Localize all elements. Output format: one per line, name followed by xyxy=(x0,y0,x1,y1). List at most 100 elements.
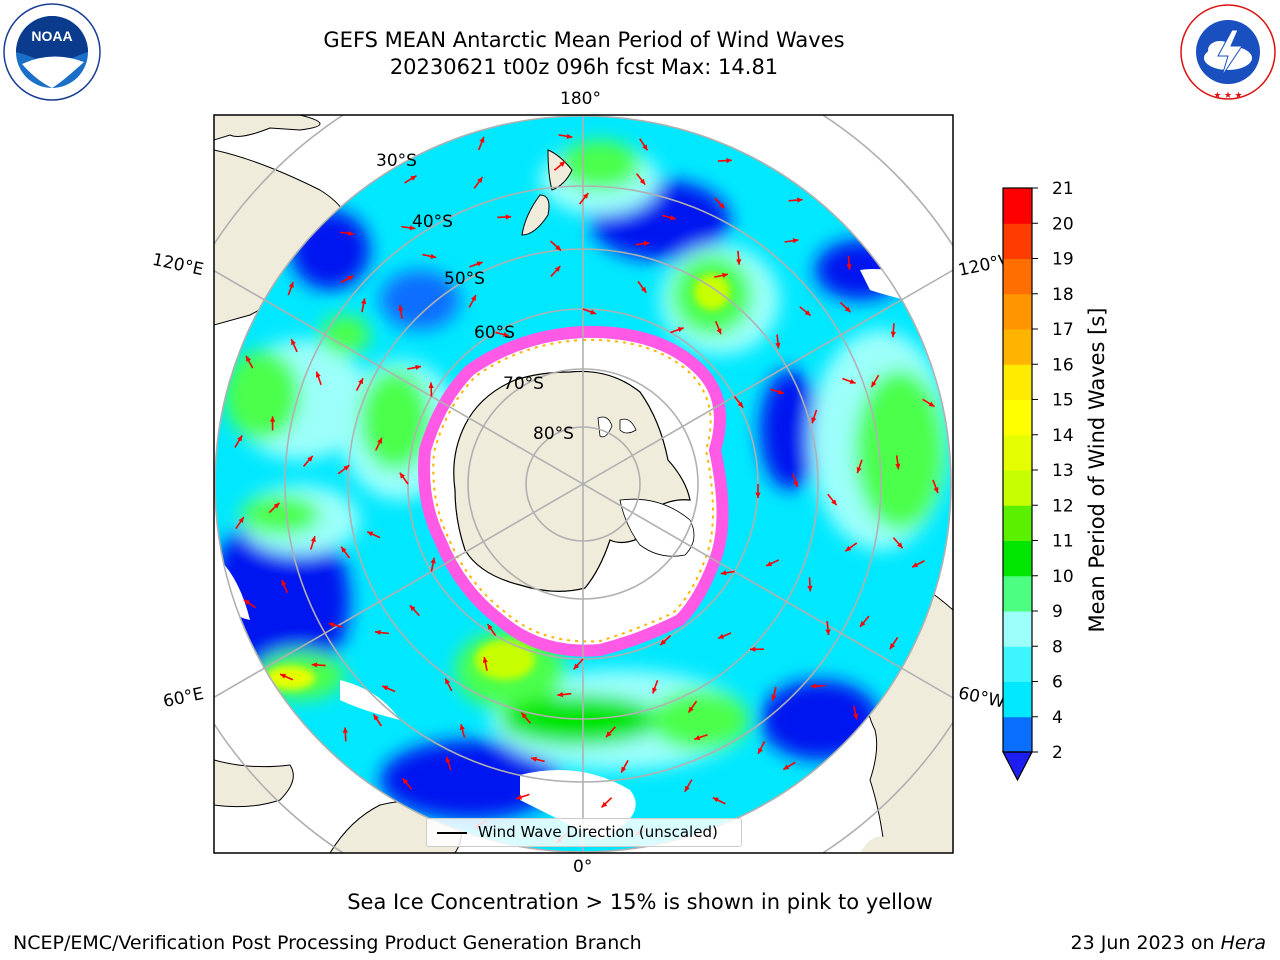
colorbar-swatch xyxy=(1003,681,1032,718)
colorbar-tick-label: 21 xyxy=(1052,179,1074,199)
wind-wave-arrow xyxy=(315,371,322,386)
wind-wave-arrow xyxy=(235,516,245,530)
wind-wave-arrow xyxy=(281,579,289,594)
lon-label-180: 180° xyxy=(560,89,601,109)
wind-wave-arrow xyxy=(374,437,383,451)
colorbar-tick-label: 18 xyxy=(1052,285,1074,305)
colorbar-tick-label: 15 xyxy=(1052,391,1074,411)
wind-wave-arrow xyxy=(374,629,389,636)
wind-wave-arrow xyxy=(810,683,826,689)
colorbar-swatch xyxy=(1003,540,1032,577)
wind-wave-arrow xyxy=(620,759,629,773)
colorbar-label: Mean Period of Wind Waves [s] xyxy=(1085,307,1109,633)
colorbar-tick-label: 10 xyxy=(1052,567,1074,587)
wind-wave-arrow xyxy=(714,320,722,335)
wind-wave-arrow xyxy=(245,355,254,369)
wind-wave-arrow xyxy=(694,734,708,741)
colorbar-tick-label: 4 xyxy=(1052,708,1063,728)
wind-wave-arrow xyxy=(755,484,761,498)
wind-wave-arrow xyxy=(846,255,852,270)
wind-wave-arrow xyxy=(895,455,901,470)
wind-wave-arrow xyxy=(889,636,899,650)
wind-wave-arrow xyxy=(399,472,409,485)
colorbar-tick-label: 19 xyxy=(1052,250,1074,270)
wind-wave-arrow xyxy=(842,377,856,385)
wind-wave-arrow xyxy=(339,230,354,236)
wind-wave-arrow xyxy=(279,673,294,681)
sea-ice-note: Sea Ice Concentration > 15% is shown in … xyxy=(347,890,933,914)
colorbar-swatch xyxy=(1003,329,1032,365)
wind-wave-arrow xyxy=(605,726,616,738)
wind-wave-arrow xyxy=(550,265,561,278)
footer-host: Hera xyxy=(1220,932,1266,954)
wind-wave-arrow xyxy=(670,327,684,334)
wind-wave-arrow xyxy=(736,250,742,265)
colorbar-swatch xyxy=(1003,399,1032,436)
wind-wave-arrow xyxy=(486,623,497,637)
wind-wave-arrow xyxy=(825,621,831,636)
wind-wave-arrow xyxy=(311,662,326,668)
wind-wave-arrow xyxy=(469,261,483,268)
lat-label-50s: 50°S xyxy=(444,269,485,289)
footer-branch: NCEP/EMC/Verification Post Processing Pr… xyxy=(13,932,642,954)
wind-wave-arrow xyxy=(852,705,859,720)
wind-wave-arrow xyxy=(684,779,693,793)
colorbar-swatch xyxy=(1003,188,1032,224)
wind-wave-arrow xyxy=(749,646,764,652)
map-legend: Wind Wave Direction (unscaled) xyxy=(426,818,742,847)
lat-label-80s: 80°S xyxy=(533,424,574,444)
wind-wave-arrow xyxy=(757,741,766,755)
colorbar-swatch xyxy=(1003,716,1032,753)
wind-wave-arrow xyxy=(714,197,726,210)
wind-wave-arrow xyxy=(310,535,316,550)
colorbar-tick-label: 17 xyxy=(1052,320,1074,340)
graticule xyxy=(214,115,953,853)
colorbar-swatch xyxy=(1003,223,1032,259)
wind-wave-arrow xyxy=(775,334,781,349)
wind-wave-arrow xyxy=(911,560,925,568)
colorbar-swatch xyxy=(1003,646,1032,682)
colorbar-tick-label: 8 xyxy=(1052,637,1063,657)
wind-wave-arrow xyxy=(234,435,243,448)
noaa-logo: NOAA xyxy=(2,2,102,102)
wind-wave-arrow xyxy=(342,727,348,742)
wind-wave-arrow xyxy=(600,797,613,809)
wind-wave-arrow xyxy=(892,537,904,549)
nws-logo: ★ ★ ★ xyxy=(1178,2,1278,102)
wind-wave-arrow xyxy=(553,160,566,171)
wind-wave-arrow xyxy=(268,502,280,514)
wind-wave-arrow xyxy=(635,240,650,247)
wind-wave-arrow xyxy=(482,656,488,671)
wind-wave-arrow xyxy=(635,173,646,186)
wind-wave-arrow xyxy=(687,700,698,714)
wind-wave-arrow xyxy=(337,464,350,475)
colorbar-tick-label: 13 xyxy=(1052,461,1074,481)
colorbar-swatch xyxy=(1003,293,1032,330)
wind-wave-arrow xyxy=(530,756,545,763)
wind-wave-arrow xyxy=(340,546,351,559)
wind-wave-arrow xyxy=(401,777,413,790)
wind-wave-arrow xyxy=(404,175,417,184)
wind-wave-arrow xyxy=(844,542,858,552)
wind-wave-arrow xyxy=(733,396,744,409)
map-subtitle: 20230621 t00z 096h fcst Max: 14.81 xyxy=(389,55,779,79)
wind-wave-arrow xyxy=(401,225,416,231)
wind-wave-arrow xyxy=(520,712,532,724)
wind-wave-arrow xyxy=(409,604,420,617)
wind-wave-arrow xyxy=(340,275,354,284)
wind-wave-arrow xyxy=(827,493,838,506)
colorbar-swatch xyxy=(1003,505,1032,541)
wind-wave-arrow xyxy=(659,634,672,646)
wind-wave-arrow xyxy=(290,338,298,353)
wind-wave-arrow xyxy=(662,214,677,221)
lat-label-30s: 30°S xyxy=(376,151,417,171)
wind-wave-arrow xyxy=(243,599,256,609)
colorbar-swatch xyxy=(1003,611,1032,647)
wind-wave-arrow xyxy=(269,416,276,431)
footer-date: 23 Jun 2023 on Hera xyxy=(1071,932,1266,954)
wind-wave-arrow xyxy=(557,692,572,698)
wind-wave-arrow xyxy=(791,473,799,488)
map-title: GEFS MEAN Antarctic Mean Period of Wind … xyxy=(323,28,845,52)
